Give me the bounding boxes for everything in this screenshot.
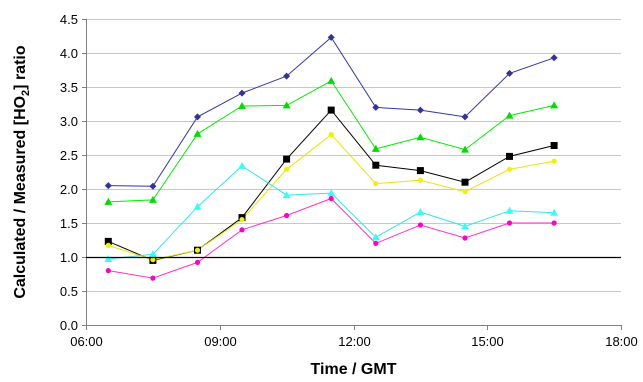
- data-point-3-8: [462, 189, 468, 195]
- y-tick-label-6: 3.0: [60, 114, 78, 129]
- x-tick-label-4: 18:00: [605, 334, 638, 349]
- y-tick-label-5: 2.5: [60, 148, 78, 163]
- data-point-4-7: [416, 208, 425, 216]
- data-point-1-7: [416, 133, 425, 141]
- y-tick-label-2: 1.0: [60, 250, 78, 265]
- data-point-0-3: [238, 89, 246, 97]
- y-axis-title: Calculated / Measured [HO2] ratio: [12, 45, 32, 299]
- data-point-2-5: [327, 106, 335, 114]
- y-tick-label-9: 4.5: [60, 12, 78, 27]
- data-point-1-8: [461, 145, 469, 153]
- data-point-0-7: [416, 106, 424, 114]
- data-point-3-0: [105, 242, 111, 248]
- data-point-5-6: [373, 240, 379, 246]
- grid-layer: [86, 19, 621, 292]
- data-point-1-1: [148, 195, 157, 203]
- data-point-4-0: [104, 255, 113, 262]
- data-point-3-2: [194, 247, 201, 253]
- data-point-5-9: [506, 220, 513, 226]
- x-tick-label-2: 12:00: [338, 334, 371, 349]
- data-point-1-0: [104, 197, 113, 205]
- data-point-1-5: [327, 76, 336, 84]
- data-point-5-8: [462, 235, 468, 241]
- y-tick-label-4: 2.0: [60, 182, 78, 197]
- label-layer: 0.0 0.5 1.0 1.5 2.0 2.5 3.0 3.5 4.0 4.5 06:00 09:00…: [12, 12, 638, 378]
- y-axis-title-part-2: ] ratio: [12, 45, 29, 90]
- y-tick-label-8: 4.0: [60, 46, 78, 61]
- data-point-0-0: [104, 182, 112, 190]
- x-tick-label-0: 06:00: [70, 334, 103, 349]
- data-point-3-3: [239, 217, 245, 223]
- data-point-0-8: [461, 113, 469, 121]
- data-point-4-9: [505, 206, 514, 214]
- data-point-3-7: [417, 177, 423, 183]
- series-line-4: [108, 165, 555, 260]
- data-point-2-8: [461, 178, 469, 186]
- x-axis-title: Time / GMT: [311, 361, 397, 378]
- data-point-3-9: [506, 166, 513, 172]
- data-point-3-10: [551, 158, 557, 164]
- data-point-2-7: [416, 167, 424, 175]
- data-point-0-1: [149, 182, 157, 190]
- data-point-0-5: [327, 33, 335, 41]
- data-point-3-5: [328, 132, 334, 138]
- data-point-0-9: [506, 69, 513, 77]
- data-point-2-0: [104, 237, 112, 245]
- x-tick-label-1: 09:00: [204, 334, 237, 349]
- data-point-1-6: [371, 144, 380, 152]
- data-point-2-4: [283, 155, 291, 163]
- axis-layer: [82, 19, 622, 330]
- data-point-1-4: [282, 101, 291, 109]
- data-point-1-10: [550, 101, 559, 109]
- data-point-3-6: [373, 181, 379, 187]
- x-tick-label-3: 15:00: [471, 334, 504, 349]
- data-point-5-10: [551, 220, 557, 226]
- data-point-5-5: [328, 195, 334, 202]
- y-tick-label-7: 3.5: [60, 80, 78, 95]
- data-point-4-8: [461, 222, 469, 230]
- data-point-4-6: [371, 233, 380, 241]
- y-tick-label-3: 1.5: [60, 216, 78, 231]
- data-point-4-4: [282, 191, 291, 199]
- data-point-0-4: [283, 72, 291, 80]
- series-line-5: [108, 197, 555, 279]
- data-point-3-1: [150, 257, 156, 263]
- data-point-1-3: [238, 102, 246, 109]
- data-point-0-6: [372, 103, 380, 111]
- y-tick-label-1: 0.5: [60, 284, 78, 299]
- series-line-1: [108, 80, 555, 203]
- data-point-1-9: [505, 111, 514, 119]
- data-point-0-10: [550, 54, 558, 62]
- y-axis-title-subscript: 2: [20, 90, 32, 96]
- data-point-5-0: [105, 268, 111, 274]
- data-point-0-2: [194, 113, 201, 121]
- data-point-2-9: [506, 152, 513, 160]
- data-point-5-7: [417, 222, 423, 228]
- data-point-2-6: [372, 161, 380, 169]
- data-point-3-4: [284, 166, 290, 172]
- data-point-4-5: [327, 189, 336, 197]
- data-point-4-2: [193, 202, 202, 210]
- data-point-5-3: [239, 227, 245, 233]
- data-point-1-2: [193, 129, 202, 137]
- data-point-5-2: [194, 259, 201, 265]
- y-axis-title-part-1: Calculated / Measured [HO: [12, 96, 29, 299]
- data-point-4-3: [238, 161, 246, 169]
- y-tick-label-0: 0.0: [60, 318, 78, 333]
- data-point-5-1: [150, 275, 156, 281]
- data-point-5-4: [284, 212, 290, 219]
- data-point-2-10: [550, 142, 558, 149]
- series-layer: [86, 33, 621, 281]
- data-point-4-10: [550, 208, 559, 216]
- data-point-4-1: [148, 250, 157, 258]
